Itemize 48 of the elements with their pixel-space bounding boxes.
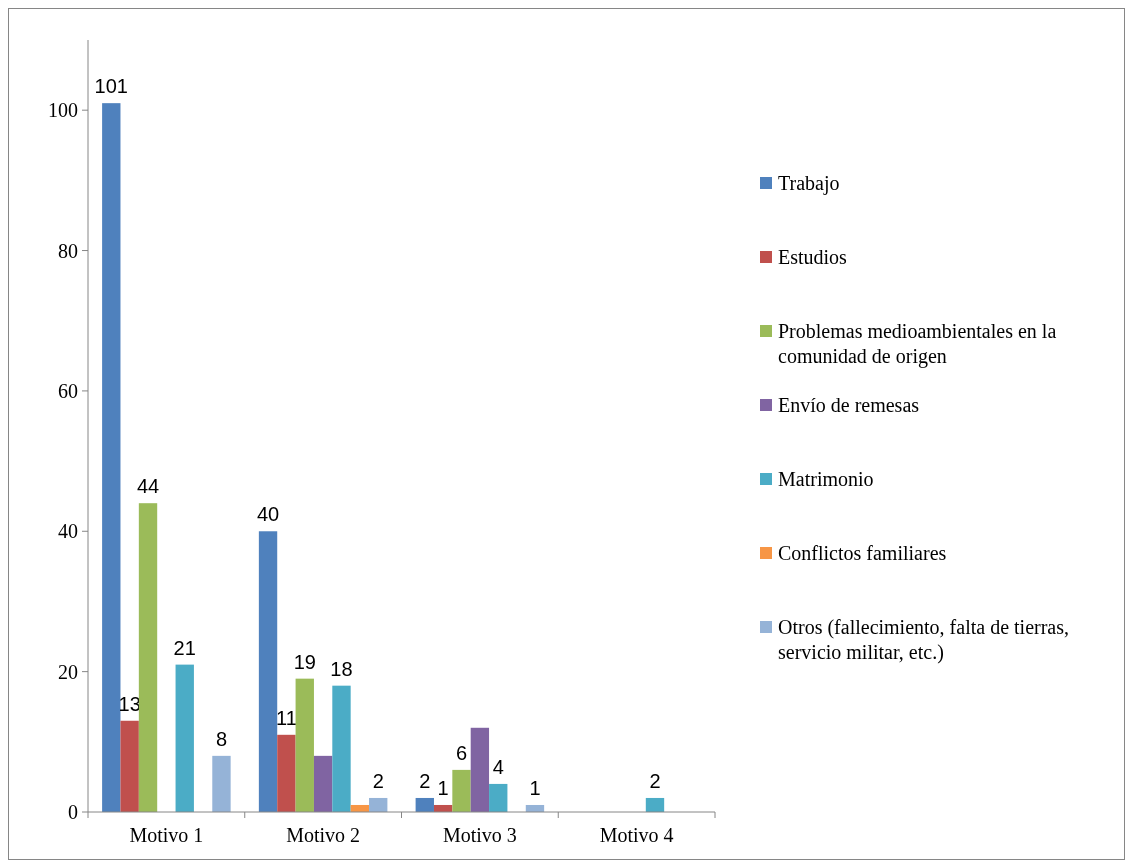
data-label: 8 [215, 727, 228, 750]
bar [258, 531, 278, 812]
y-tick-label: 80 [58, 239, 78, 262]
data-label: 2 [419, 769, 431, 792]
bar [212, 755, 231, 812]
legend-label: Estudios [778, 246, 848, 268]
data-label: 11 [276, 706, 297, 729]
x-tick-label: Motivo 2 [286, 824, 361, 846]
bar [175, 664, 194, 812]
y-tick-label: 40 [58, 520, 78, 543]
data-label: 44 [136, 475, 160, 498]
data-label: 6 [455, 741, 468, 764]
data-label: 2 [649, 769, 661, 792]
x-tick-label: Motivo 3 [442, 824, 517, 846]
x-tick-label: Motivo 4 [599, 824, 674, 846]
legend-label: Trabajo [778, 172, 840, 195]
legend-label: Problemas medioambientales en la comunidad de origen [778, 320, 1057, 368]
data-label: 1 [437, 776, 449, 799]
data-label: 40 [256, 503, 280, 526]
x-tick-label: Motivo 1 [129, 824, 204, 846]
data-label: 101 [94, 75, 128, 98]
y-tick-label: 100 [48, 99, 78, 122]
bar [489, 783, 508, 812]
bar [332, 685, 351, 812]
bar [369, 797, 388, 812]
data-label: 4 [492, 755, 504, 778]
bar [277, 734, 296, 812]
legend-label: Envío de remesas [778, 394, 920, 416]
data-label: 18 [330, 657, 353, 680]
data-label: 2 [372, 769, 384, 792]
bar [295, 678, 314, 812]
bar [313, 755, 333, 812]
bar [415, 797, 434, 812]
data-label: 1 [529, 776, 541, 799]
y-tick-label: 20 [58, 660, 78, 683]
legend-label: Otros (fallecimiento, falta de tierras, servicio militar, etc.) [778, 616, 1069, 664]
bar [470, 727, 490, 812]
legend-label: Matrimonio [778, 468, 874, 490]
bar [452, 769, 471, 812]
y-tick-label: 60 [58, 379, 78, 402]
bar [120, 720, 139, 812]
data-label: 19 [293, 650, 316, 673]
bar [102, 103, 121, 812]
legend-label: Conflictos familiares [778, 542, 947, 564]
data-label: 21 [173, 636, 196, 659]
bar [645, 797, 665, 812]
y-tick-label: 0 [68, 801, 78, 823]
bar [138, 503, 158, 812]
